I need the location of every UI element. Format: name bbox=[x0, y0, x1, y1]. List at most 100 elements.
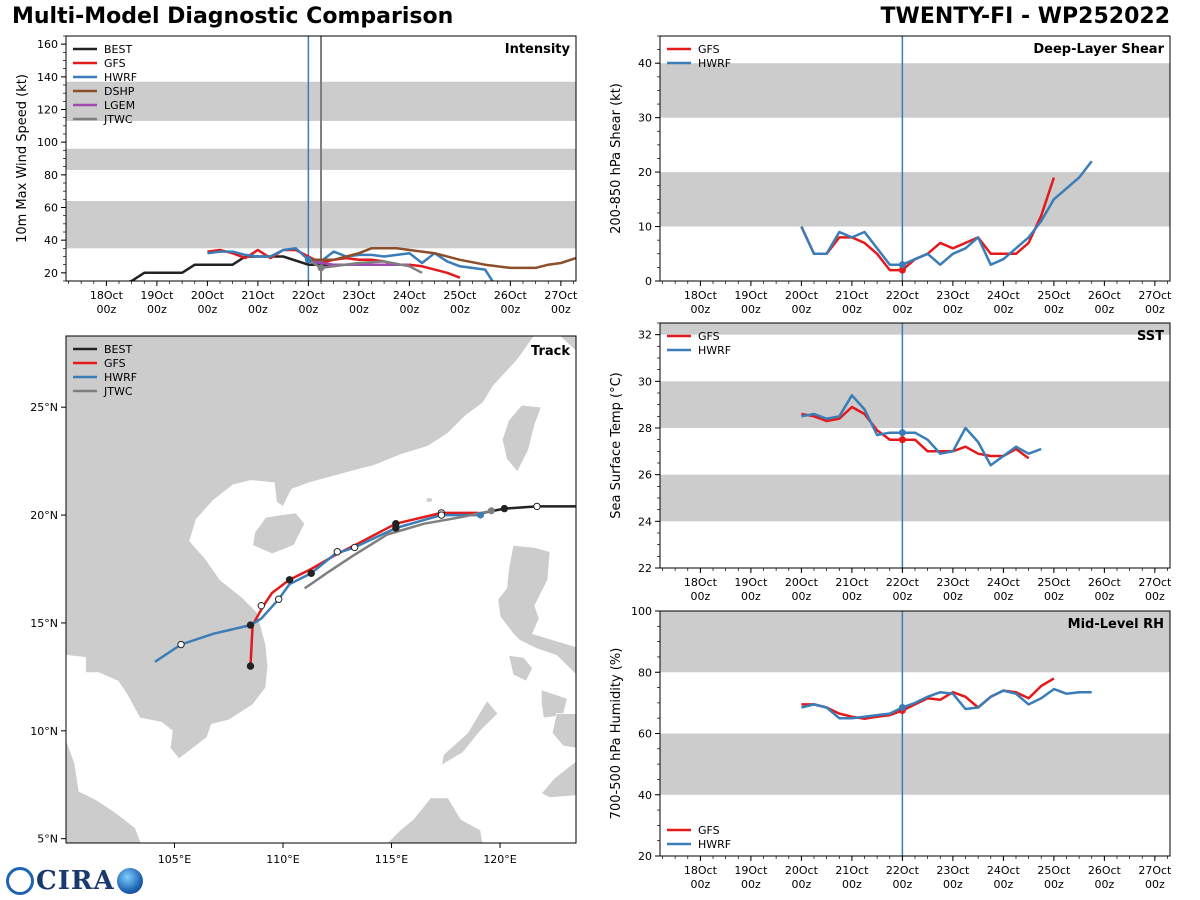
y-tick-label: 10 bbox=[638, 221, 652, 234]
x-tick-label-day: 18Oct bbox=[684, 289, 718, 302]
x-tick-label-day: 23Oct bbox=[342, 289, 376, 302]
x-tick-label-hour: 00z bbox=[1145, 878, 1165, 891]
x-tick-label-hour: 00z bbox=[993, 590, 1013, 603]
track-position-point bbox=[246, 621, 255, 629]
panel-title: Track bbox=[531, 344, 570, 359]
y-tick-label: 160 bbox=[37, 38, 58, 51]
series-gfs bbox=[801, 405, 1030, 460]
y-tick-label: 20 bbox=[44, 267, 58, 280]
lat-tick-label: 15°N bbox=[30, 617, 58, 630]
x-tick-label-day: 22Oct bbox=[886, 289, 920, 302]
x-tick-label-day: 22Oct bbox=[292, 289, 326, 302]
x-tick-label-day: 18Oct bbox=[684, 576, 718, 589]
x-tick-label-hour: 00z bbox=[197, 303, 217, 316]
map-area bbox=[66, 336, 576, 843]
x-tick-label-day: 27Oct bbox=[544, 289, 578, 302]
x-tick-label-day: 19Oct bbox=[734, 864, 768, 877]
series-hwrf bbox=[800, 160, 1093, 266]
x-tick-label-hour: 00z bbox=[842, 878, 862, 891]
land-borneo bbox=[386, 797, 484, 843]
land-taiwan bbox=[501, 404, 542, 473]
x-tick-label-hour: 00z bbox=[842, 590, 862, 603]
y-tick-label: 80 bbox=[44, 169, 58, 182]
shaded-band bbox=[660, 63, 1170, 118]
x-tick-label-day: 18Oct bbox=[90, 289, 124, 302]
shaded-band bbox=[660, 381, 1170, 428]
track-position-point bbox=[533, 502, 541, 511]
y-tick-label: 30 bbox=[638, 375, 652, 388]
panel-track: 105°E 110°E 115°E 120°E 5°N 10°N 15°N 20°N 25°N T… bbox=[30, 335, 577, 866]
track-position-point bbox=[333, 548, 341, 556]
x-tick-label-hour: 00z bbox=[1094, 303, 1114, 316]
x-tick-label-hour: 00z bbox=[791, 590, 811, 603]
x-tick-label-hour: 00z bbox=[1145, 590, 1165, 603]
x-tick-label-day: 20Oct bbox=[785, 576, 819, 589]
y-tick-label: 26 bbox=[638, 469, 652, 482]
land-malay-peninsula bbox=[66, 739, 142, 843]
land-hainan bbox=[252, 512, 306, 555]
shaded-band bbox=[660, 611, 1170, 673]
x-tick-label-day: 26Oct bbox=[1088, 289, 1122, 302]
x-tick-label-hour: 00z bbox=[1094, 878, 1114, 891]
x-tick-label-day: 22Oct bbox=[886, 864, 920, 877]
marker-jtwc bbox=[317, 264, 325, 272]
series-group bbox=[801, 394, 1042, 467]
x-tick-label-hour: 00z bbox=[349, 303, 369, 316]
y-tick-label: 20 bbox=[638, 850, 652, 863]
x-tick-label-hour: 00z bbox=[791, 303, 811, 316]
lon-tick-label: 115°E bbox=[375, 853, 408, 866]
x-tick-label-day: 24Oct bbox=[393, 289, 427, 302]
y-tick-label: 32 bbox=[638, 329, 652, 342]
legend-label-gfs: GFS bbox=[698, 824, 720, 837]
x-tick-label-day: 23Oct bbox=[936, 864, 970, 877]
y-tick-label: 40 bbox=[44, 234, 58, 247]
marker-hwrf bbox=[304, 256, 312, 264]
legend-label-hwrf: HWRF bbox=[698, 57, 731, 70]
series-best bbox=[127, 255, 334, 281]
legend-label-gfs: GFS bbox=[104, 357, 126, 370]
legend-label-hwrf: HWRF bbox=[104, 371, 137, 384]
x-tick-label-hour: 00z bbox=[791, 878, 811, 891]
x-tick-label-day: 26Oct bbox=[1088, 576, 1122, 589]
figure-title: Multi-Model Diagnostic Comparison bbox=[12, 4, 454, 29]
lat-tick-label: 10°N bbox=[30, 725, 58, 738]
legend-label-hwrf: HWRF bbox=[698, 838, 731, 851]
panel-title: Intensity bbox=[505, 42, 571, 57]
land-mindoro bbox=[508, 654, 534, 682]
series-dshp bbox=[308, 247, 576, 270]
legend-label-lgem: LGEM bbox=[104, 99, 135, 112]
panel-intensity: 2040608010012014016018Oct00z19Oct00z20Oc… bbox=[15, 35, 578, 316]
track-position-point bbox=[307, 569, 315, 578]
series-group bbox=[127, 247, 576, 281]
logo-ring-icon bbox=[6, 867, 34, 895]
x-tick-label-hour: 00z bbox=[892, 878, 912, 891]
x-tick-label-day: 20Oct bbox=[191, 289, 225, 302]
x-tick-label-day: 25Oct bbox=[1037, 289, 1071, 302]
land-mainland bbox=[66, 336, 576, 760]
legend-label-best: BEST bbox=[104, 343, 132, 356]
panel-title: Deep-Layer Shear bbox=[1033, 42, 1164, 57]
track-best bbox=[482, 505, 576, 515]
lon-tick-label: 110°E bbox=[266, 853, 299, 866]
y-axis-label: Sea Surface Temp (°C) bbox=[609, 372, 624, 519]
land-mindanao bbox=[540, 760, 576, 799]
track-position-point bbox=[437, 511, 446, 519]
series-hwrf bbox=[801, 687, 1092, 720]
x-tick-label-day: 24Oct bbox=[987, 864, 1021, 877]
x-tick-label-hour: 00z bbox=[691, 303, 711, 316]
track-position-point bbox=[274, 595, 283, 603]
x-tick-label-hour: 00z bbox=[892, 303, 912, 316]
x-tick-label-hour: 00z bbox=[551, 303, 571, 316]
x-tick-label-day: 19Oct bbox=[734, 289, 768, 302]
marker-hwrf bbox=[898, 429, 906, 437]
x-tick-label-hour: 00z bbox=[1145, 303, 1165, 316]
x-tick-label-hour: 00z bbox=[399, 303, 419, 316]
x-tick-label-day: 21Oct bbox=[835, 576, 869, 589]
y-tick-label: 28 bbox=[638, 422, 652, 435]
x-tick-label-day: 27Oct bbox=[1138, 576, 1172, 589]
track-position-point bbox=[177, 640, 185, 649]
x-tick-label-hour: 00z bbox=[1044, 303, 1064, 316]
